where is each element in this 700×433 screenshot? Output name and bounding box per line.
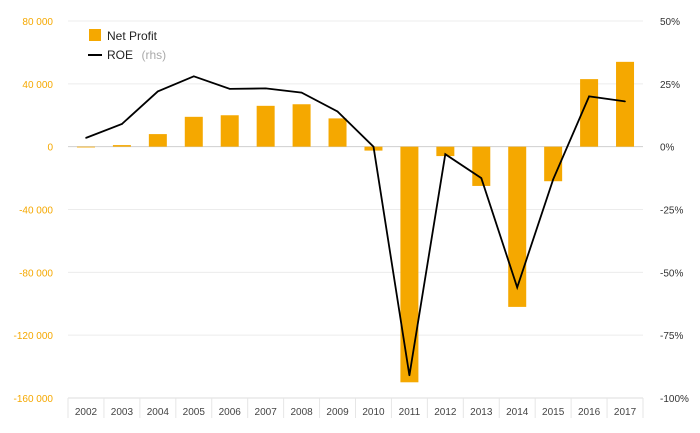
x-tick-label: 2004 bbox=[147, 407, 170, 418]
roe-point-2007 bbox=[264, 87, 267, 90]
x-tick-label: 2008 bbox=[290, 407, 313, 418]
left-tick-label: 80 000 bbox=[22, 17, 53, 28]
x-tick-label: 2013 bbox=[470, 407, 493, 418]
roe-point-2011 bbox=[408, 374, 411, 377]
x-tick-label: 2014 bbox=[506, 407, 529, 418]
net-profit-bars bbox=[76, 61, 635, 383]
legend: Net Profit ROE (rhs) bbox=[88, 29, 166, 63]
bar-net-profit-2003 bbox=[112, 145, 131, 147]
x-tick-label: 2017 bbox=[614, 407, 637, 418]
left-tick-label: 0 bbox=[47, 143, 53, 154]
roe-point-2015 bbox=[552, 178, 554, 181]
roe-line bbox=[85, 75, 626, 376]
roe-point-2006 bbox=[228, 88, 231, 90]
legend-roe-note: (rhs) bbox=[141, 48, 166, 62]
x-tick-label: 2007 bbox=[255, 407, 278, 418]
bar-net-profit-2008 bbox=[292, 104, 311, 147]
bar-net-profit-2002 bbox=[76, 146, 95, 148]
roe-point-2016 bbox=[588, 95, 590, 98]
roe-point-2009 bbox=[336, 110, 339, 113]
roe-point-2013 bbox=[480, 177, 483, 179]
bar-net-profit-2017 bbox=[616, 61, 635, 147]
left-tick-label: -120 000 bbox=[14, 331, 54, 342]
x-tick-label: 2015 bbox=[542, 407, 565, 418]
roe-point-2005 bbox=[192, 75, 195, 78]
legend-label-net-profit: Net Profit bbox=[107, 29, 158, 43]
bar-net-profit-2011 bbox=[400, 146, 419, 383]
legend-roe-name: ROE bbox=[107, 48, 133, 62]
bar-net-profit-2016 bbox=[580, 79, 599, 147]
roe-point-2017 bbox=[624, 100, 626, 103]
x-tick-label: 2003 bbox=[111, 407, 134, 418]
roe-point-2004 bbox=[157, 90, 159, 93]
x-tick-label: 2012 bbox=[434, 407, 457, 418]
left-tick-label: 40 000 bbox=[22, 80, 53, 91]
left-tick-label: -80 000 bbox=[19, 268, 53, 279]
left-tick-label: -160 000 bbox=[14, 394, 54, 405]
x-axis: 2002 2003 2004 2005 2006 2007 2008 2009 2010 2011… bbox=[67, 397, 644, 418]
left-axis-ticks: 80 000 40 000 0 -40 000 -80 000 -120 000 -160 … bbox=[14, 17, 54, 405]
roe-point-2008 bbox=[300, 91, 303, 94]
right-tick-label: -75% bbox=[660, 331, 683, 342]
x-tick-label: 2006 bbox=[219, 407, 242, 418]
right-tick-label: -25% bbox=[660, 206, 683, 217]
right-tick-label: 25% bbox=[660, 80, 680, 91]
x-tick-label: 2011 bbox=[399, 407, 421, 418]
roe-point-2002 bbox=[85, 137, 87, 139]
roe-point-2012 bbox=[444, 153, 447, 156]
bar-net-profit-2004 bbox=[148, 134, 167, 147]
bar-net-profit-2012 bbox=[436, 146, 455, 157]
right-tick-label: -50% bbox=[660, 268, 683, 279]
roe-point-2003 bbox=[121, 123, 123, 125]
right-tick-label: 50% bbox=[660, 17, 680, 28]
legend-swatch-net-profit bbox=[89, 29, 101, 41]
bar-net-profit-2015 bbox=[544, 146, 563, 182]
right-axis-ticks: 50% 25% 0% -25% -50% -75% -100% bbox=[660, 17, 689, 405]
x-tick-label: 2002 bbox=[75, 407, 98, 418]
x-tick-label: 2009 bbox=[326, 407, 349, 418]
legend-label-roe: ROE (rhs) bbox=[107, 46, 166, 63]
left-tick-label: -40 000 bbox=[19, 206, 53, 217]
x-tick-label: 2016 bbox=[578, 407, 601, 418]
x-tick-label: 2005 bbox=[183, 407, 206, 418]
roe-point-2010 bbox=[372, 145, 375, 148]
bar-net-profit-2006 bbox=[220, 115, 239, 147]
bar-net-profit-2014 bbox=[508, 146, 527, 307]
x-tick-label: 2010 bbox=[362, 407, 385, 418]
roe-point-2014 bbox=[516, 286, 519, 289]
right-tick-label: -100% bbox=[660, 394, 689, 405]
bar-net-profit-2005 bbox=[184, 116, 203, 147]
roe-line-layer bbox=[85, 75, 626, 377]
bar-net-profit-2007 bbox=[256, 105, 275, 147]
right-tick-label: 0% bbox=[660, 143, 675, 154]
gridlines bbox=[68, 20, 643, 399]
bar-net-profit-2009 bbox=[328, 118, 347, 147]
